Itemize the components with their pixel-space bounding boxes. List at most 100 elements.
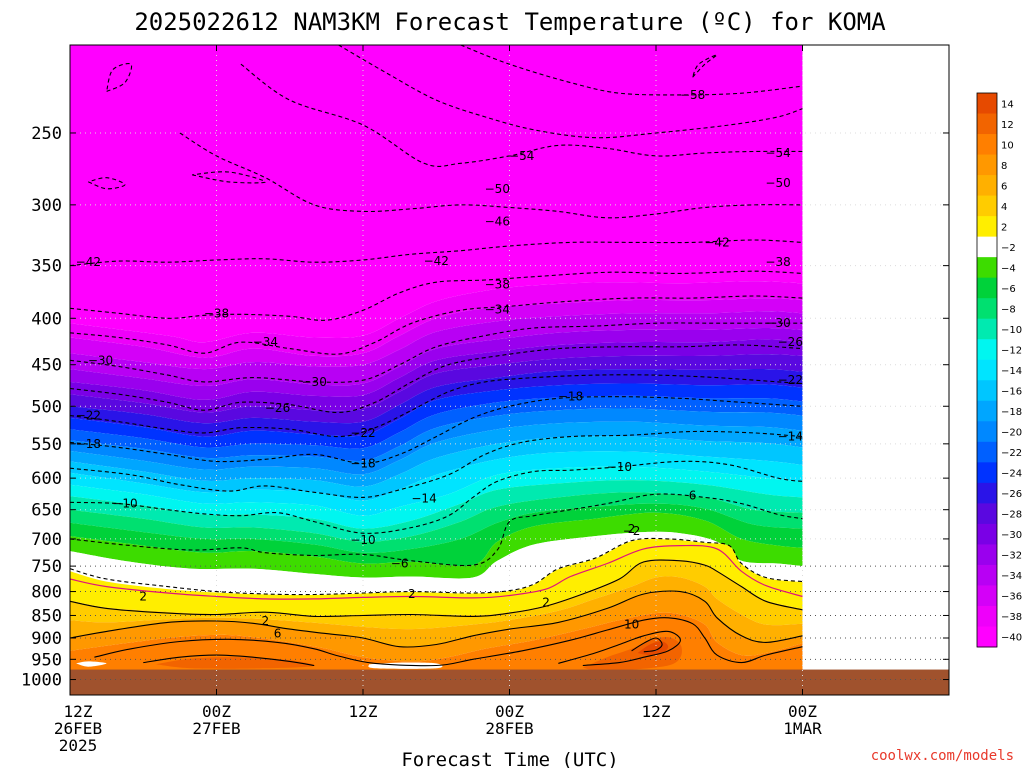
temperature-band [70, 328, 803, 400]
contour-label: −2 [623, 524, 641, 538]
temperature-band [70, 281, 803, 358]
contour-label: 2 [408, 587, 416, 601]
temperature-band [70, 591, 803, 662]
x-tick-label: 00Z [202, 702, 231, 721]
contour-label: −38 [485, 277, 510, 291]
contour-label: 2 [628, 522, 636, 536]
contour-label: −38 [204, 306, 229, 320]
colorbar-swatch [977, 195, 997, 217]
colorbar-swatch [977, 605, 997, 627]
colorbar-swatch [977, 400, 997, 422]
temperature-band [70, 354, 803, 424]
y-tick-label: 900 [31, 629, 62, 649]
x-tick-label: 27FEB [192, 719, 240, 738]
x-tick-label: 26FEB [54, 719, 102, 738]
colorbar-label: 4 [1001, 202, 1007, 213]
colorbar-swatch [977, 113, 997, 135]
colorbar-swatch [977, 441, 997, 463]
contour-label: −10 [350, 533, 375, 547]
contour-negative [338, 45, 803, 139]
x-tick-label: 00Z [495, 702, 524, 721]
x-tick-label: 12Z [642, 702, 671, 721]
colorbar-label: −8 [1001, 304, 1016, 315]
temperature-band [70, 480, 803, 542]
colorbar-swatch [977, 482, 997, 504]
contour-negative [460, 45, 803, 96]
contour-label: −42 [76, 255, 101, 269]
contour-label: −46 [485, 215, 510, 229]
y-tick-label: 850 [31, 606, 62, 626]
contour-negative [70, 493, 803, 567]
contour-zero [70, 544, 803, 600]
colorbar-swatch [977, 298, 997, 320]
temperature-band [70, 383, 803, 449]
x-tick-label: 12Z [349, 702, 378, 721]
contour-negative [106, 63, 133, 92]
contour-positive [94, 617, 803, 667]
colorbar-label: −18 [1001, 407, 1022, 418]
contour-label: −26 [265, 401, 290, 415]
contour-label: 6 [689, 488, 697, 502]
colorbar-label: 12 [1001, 120, 1014, 131]
temperature-band [70, 311, 803, 387]
y-tick-label: 250 [31, 124, 62, 144]
contour-label: −42 [424, 254, 449, 268]
colorbar-label: −4 [1001, 263, 1016, 274]
contour-negative [70, 344, 803, 414]
colorbar-label: −34 [1001, 571, 1022, 582]
contour-label: −14 [778, 430, 803, 444]
y-tick-label: 700 [31, 530, 62, 550]
colorbar-label: −2 [1001, 243, 1016, 254]
contour-negative [692, 54, 718, 78]
contour-label: −42 [704, 235, 729, 249]
contour-label: −50 [765, 176, 790, 190]
colorbar-label: −40 [1001, 633, 1022, 644]
contour-label: −34 [253, 335, 278, 349]
colorbar-label: 2 [1001, 222, 1007, 233]
colorbar-swatch [977, 462, 997, 484]
temperature-band [76, 661, 107, 667]
y-tick-label: 450 [31, 356, 62, 376]
colorbar-swatch [977, 277, 997, 299]
colorbar-swatch [977, 585, 997, 607]
colorbar-swatch [977, 175, 997, 197]
colorbar-swatch [977, 503, 997, 525]
temperature-band [70, 531, 803, 596]
contour-label: −10 [607, 460, 632, 474]
colorbar-swatch [977, 93, 997, 115]
contour-negative [70, 537, 803, 596]
y-tick-label: 400 [31, 309, 62, 329]
contour-label: −6 [391, 556, 409, 570]
contour-label: −30 [88, 353, 113, 367]
y-tick-label: 500 [31, 397, 62, 417]
contour-label: −18 [558, 390, 583, 404]
colorbar-label: 14 [1001, 99, 1014, 110]
temperature-band [70, 576, 803, 648]
contour-label: 6 [274, 627, 282, 641]
contour-negative [88, 177, 126, 190]
x-tick-label: 2025 [59, 736, 98, 755]
contour-label: −30 [302, 375, 327, 389]
contour-label: 2 [139, 589, 147, 603]
contour-label: −18 [76, 437, 101, 451]
colorbar-label: −10 [1001, 325, 1022, 336]
contour-negative [240, 63, 803, 167]
y-tick-label: 1000 [21, 671, 62, 691]
contour-negative [179, 132, 803, 219]
contour-label: −34 [485, 302, 510, 316]
y-tick-label: 350 [31, 257, 62, 277]
colorbar-label: 6 [1001, 181, 1007, 192]
y-tick-label: 650 [31, 501, 62, 521]
contour-negative [70, 374, 803, 438]
y-tick-label: 600 [31, 469, 62, 489]
temperature-band [70, 451, 803, 516]
contour-label: −30 [765, 316, 790, 330]
colorbar-label: 8 [1001, 161, 1007, 172]
y-tick-label: 950 [31, 650, 62, 670]
y-tick-label: 300 [31, 196, 62, 216]
temperature-band [70, 466, 803, 529]
contour-label: −50 [485, 182, 510, 196]
contour-label: −22 [778, 373, 803, 387]
colorbar-label: −6 [1001, 284, 1016, 295]
colorbar-swatch [977, 380, 997, 402]
